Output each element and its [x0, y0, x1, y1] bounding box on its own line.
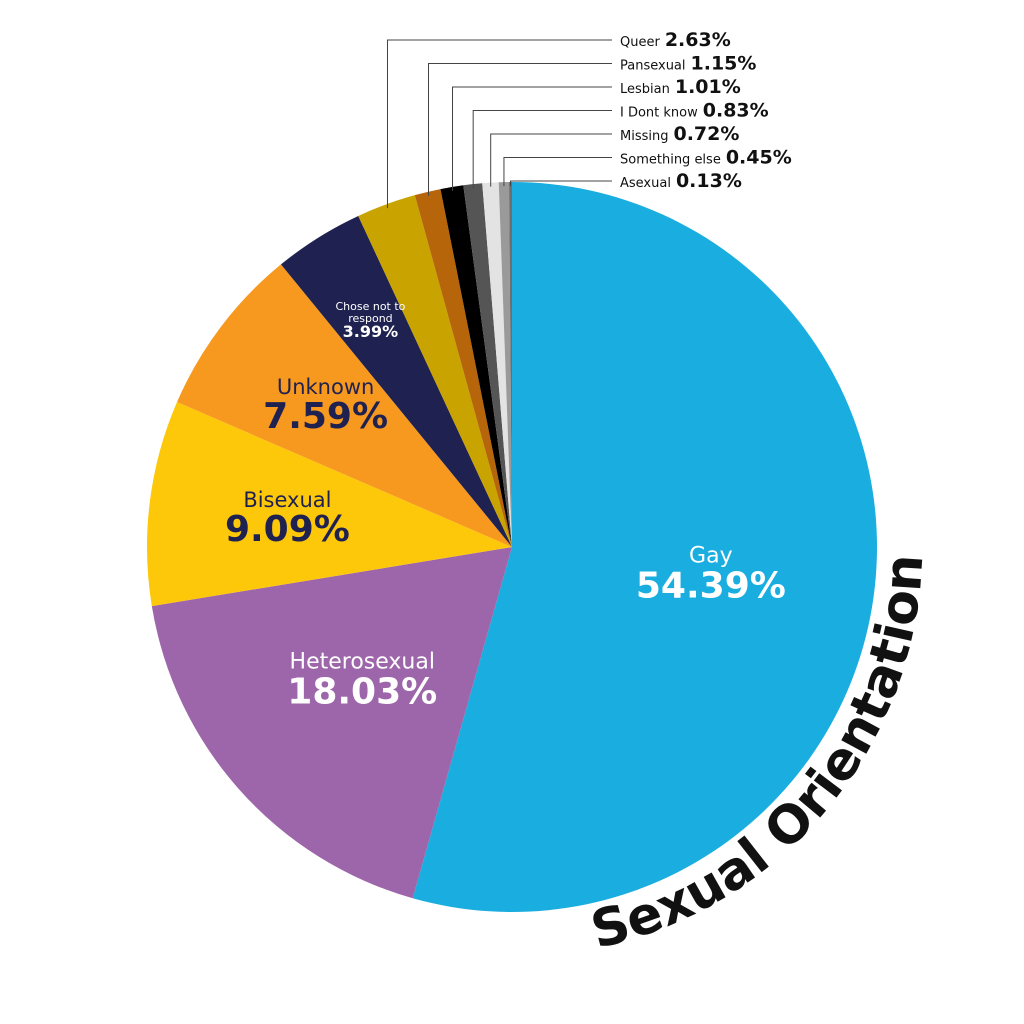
- pie-slice: [151, 547, 512, 899]
- outer-value: 0.13%: [676, 170, 742, 192]
- pie-slice: [509, 182, 512, 547]
- slice-name: Gay: [689, 543, 733, 569]
- leader-line: [510, 180, 612, 187]
- leader-line: [428, 63, 612, 196]
- outer-name: I Dont know: [620, 106, 698, 121]
- outer-label: Pansexual 1.15%: [620, 53, 756, 75]
- pie-slice: [440, 185, 512, 547]
- leader-line: [503, 157, 612, 187]
- slice-label: Gay 54.39%: [636, 544, 786, 605]
- slice-label: Heterosexual 18.03%: [287, 650, 437, 711]
- leader-line: [452, 86, 612, 191]
- outer-label: Lesbian 1.01%: [620, 76, 741, 98]
- outer-label: Missing 0.72%: [620, 123, 739, 145]
- pie-slice: [412, 182, 877, 912]
- pie-slice: [177, 264, 512, 547]
- outer-name: Queer: [620, 35, 660, 50]
- outer-value: 1.01%: [675, 76, 741, 98]
- outer-label: Asexual 0.13%: [620, 170, 742, 192]
- outer-value: 1.15%: [691, 53, 757, 75]
- slice-value: 54.39%: [635, 565, 786, 607]
- outer-value: 0.72%: [673, 123, 739, 145]
- outer-name: Lesbian: [620, 82, 670, 97]
- pie-slice: [414, 189, 512, 548]
- pie-slice: [463, 183, 512, 548]
- slice-value: 18.03%: [287, 671, 438, 713]
- slice-value: 3.99%: [342, 322, 399, 342]
- pie-slice: [147, 402, 512, 607]
- outer-name: Missing: [620, 129, 668, 144]
- slice-value: 9.09%: [224, 509, 350, 551]
- slice-name: Bisexual: [243, 488, 332, 513]
- leader-line: [386, 39, 612, 209]
- slice-name: Heterosexual: [289, 649, 435, 675]
- pie-slice: [498, 182, 512, 547]
- slice-label: Chose not to respond 3.99%: [335, 301, 405, 341]
- pie-slice: [358, 195, 512, 547]
- slice-name: Chose not to respond: [335, 300, 406, 325]
- outer-label: Queer 2.63%: [620, 29, 731, 51]
- outer-value: 2.63%: [665, 29, 731, 51]
- slice-label: Bisexual 9.09%: [225, 489, 350, 549]
- slice-label: Unknown 7.59%: [263, 376, 388, 436]
- pie-slice: [482, 182, 512, 547]
- leader-line: [490, 133, 612, 187]
- outer-value: 0.83%: [703, 100, 769, 122]
- pie-slice: [280, 215, 512, 547]
- outer-name: Something else: [620, 153, 721, 168]
- outer-name: Asexual: [620, 176, 671, 191]
- outer-value: 0.45%: [726, 147, 792, 169]
- outer-label: Something else 0.45%: [620, 147, 792, 169]
- outer-label: I Dont know 0.83%: [620, 100, 769, 122]
- slice-name: Unknown: [276, 375, 375, 400]
- slice-value: 7.59%: [263, 396, 389, 438]
- outer-name: Pansexual: [620, 59, 686, 74]
- leader-line: [472, 110, 612, 189]
